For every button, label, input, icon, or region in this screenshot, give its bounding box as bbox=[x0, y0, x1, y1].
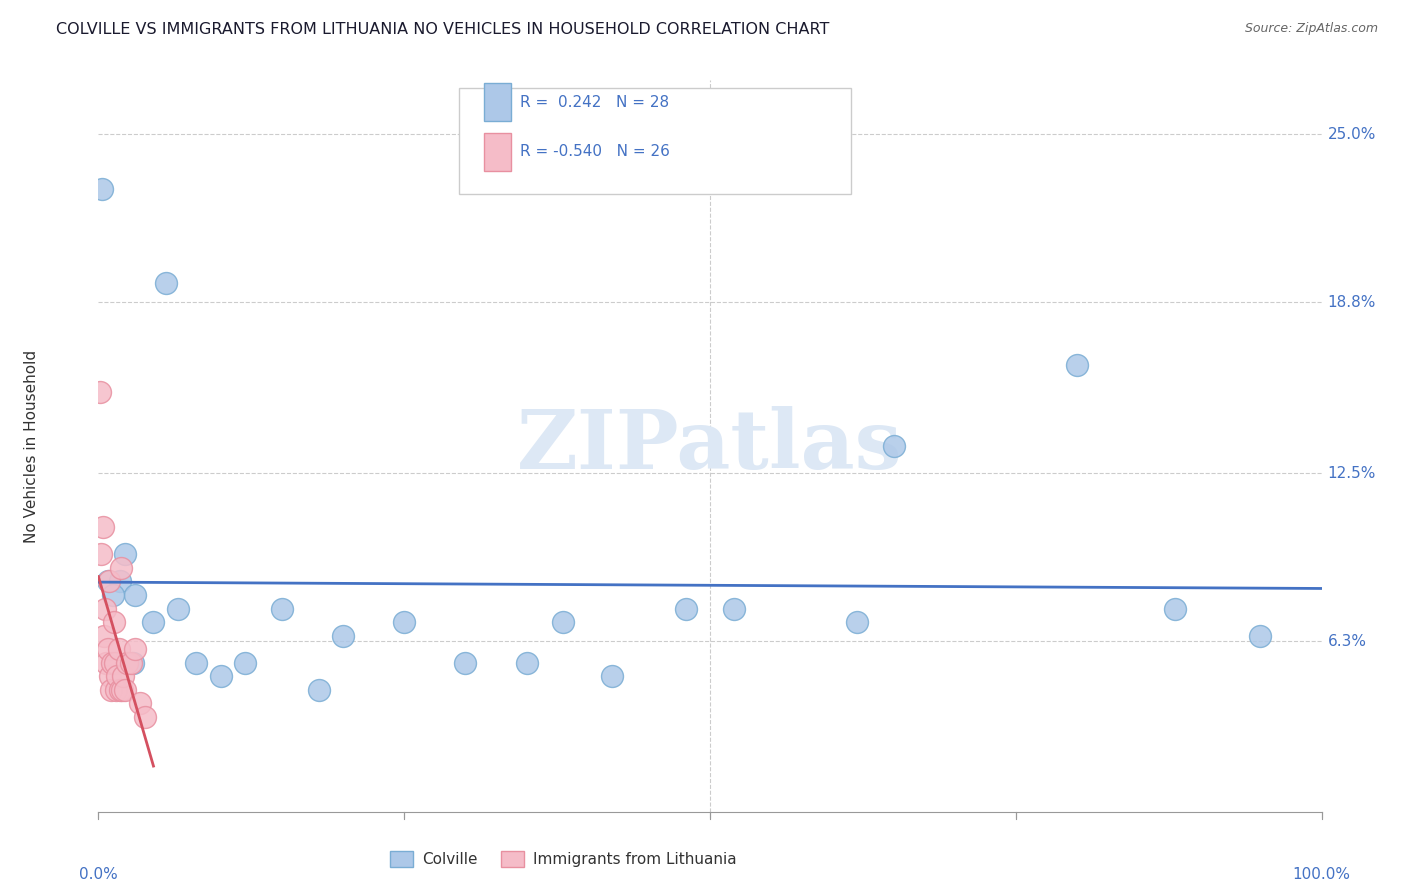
Text: No Vehicles in Household: No Vehicles in Household bbox=[24, 350, 38, 542]
Text: COLVILLE VS IMMIGRANTS FROM LITHUANIA NO VEHICLES IN HOUSEHOLD CORRELATION CHART: COLVILLE VS IMMIGRANTS FROM LITHUANIA NO… bbox=[56, 22, 830, 37]
Point bbox=[392, 615, 416, 629]
FancyBboxPatch shape bbox=[484, 133, 510, 171]
Point bbox=[332, 629, 354, 643]
Point bbox=[845, 615, 868, 629]
Point bbox=[1250, 629, 1272, 643]
Point bbox=[129, 697, 152, 711]
FancyBboxPatch shape bbox=[460, 87, 851, 194]
Text: 12.5%: 12.5% bbox=[1327, 466, 1376, 481]
Point bbox=[89, 384, 111, 399]
Point bbox=[96, 656, 118, 670]
Text: 0.0%: 0.0% bbox=[79, 867, 118, 881]
Point bbox=[233, 656, 256, 670]
Text: 25.0%: 25.0% bbox=[1327, 127, 1376, 142]
Point bbox=[675, 601, 697, 615]
Point bbox=[97, 642, 120, 657]
Point bbox=[209, 669, 232, 683]
Point bbox=[97, 574, 120, 589]
Point bbox=[186, 656, 208, 670]
Point bbox=[120, 656, 142, 670]
Point bbox=[98, 669, 121, 683]
Point bbox=[97, 574, 120, 589]
Point bbox=[91, 181, 114, 195]
Point bbox=[1164, 601, 1187, 615]
Point bbox=[93, 629, 115, 643]
Point bbox=[454, 656, 477, 670]
Point bbox=[115, 656, 138, 670]
Point bbox=[553, 615, 575, 629]
Point bbox=[105, 669, 128, 683]
Point bbox=[124, 588, 146, 602]
Point bbox=[112, 669, 135, 683]
Text: ZIPatlas: ZIPatlas bbox=[517, 406, 903, 486]
Point bbox=[105, 682, 128, 697]
Point bbox=[723, 601, 745, 615]
Point bbox=[516, 656, 538, 670]
Text: R = -0.540   N = 26: R = -0.540 N = 26 bbox=[520, 145, 671, 160]
Point bbox=[94, 601, 117, 615]
Point bbox=[110, 561, 132, 575]
Text: 6.3%: 6.3% bbox=[1327, 633, 1367, 648]
Text: Source: ZipAtlas.com: Source: ZipAtlas.com bbox=[1244, 22, 1378, 36]
Point bbox=[142, 615, 165, 629]
Legend: Colville, Immigrants from Lithuania: Colville, Immigrants from Lithuania bbox=[384, 846, 742, 873]
Point bbox=[124, 642, 146, 657]
Point bbox=[600, 669, 623, 683]
Point bbox=[308, 682, 330, 697]
Point bbox=[134, 710, 156, 724]
Point bbox=[111, 682, 134, 697]
Text: R =  0.242   N = 28: R = 0.242 N = 28 bbox=[520, 95, 669, 110]
Point bbox=[121, 656, 143, 670]
Point bbox=[90, 547, 112, 561]
Point bbox=[100, 682, 122, 697]
FancyBboxPatch shape bbox=[484, 83, 510, 121]
Point bbox=[1066, 358, 1088, 372]
Point bbox=[270, 601, 294, 615]
Point bbox=[107, 642, 129, 657]
Text: 100.0%: 100.0% bbox=[1292, 867, 1351, 881]
Point bbox=[104, 656, 127, 670]
Point bbox=[167, 601, 190, 615]
Point bbox=[883, 439, 905, 453]
Point bbox=[101, 656, 124, 670]
Point bbox=[91, 520, 114, 534]
Point bbox=[114, 547, 136, 561]
Point bbox=[155, 277, 177, 291]
Text: 18.8%: 18.8% bbox=[1327, 295, 1376, 310]
Point bbox=[110, 574, 132, 589]
Point bbox=[101, 588, 124, 602]
Point bbox=[108, 682, 131, 697]
Point bbox=[103, 615, 125, 629]
Point bbox=[114, 682, 136, 697]
